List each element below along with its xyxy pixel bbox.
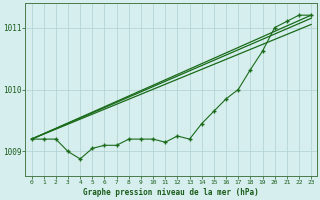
X-axis label: Graphe pression niveau de la mer (hPa): Graphe pression niveau de la mer (hPa) bbox=[84, 188, 259, 197]
